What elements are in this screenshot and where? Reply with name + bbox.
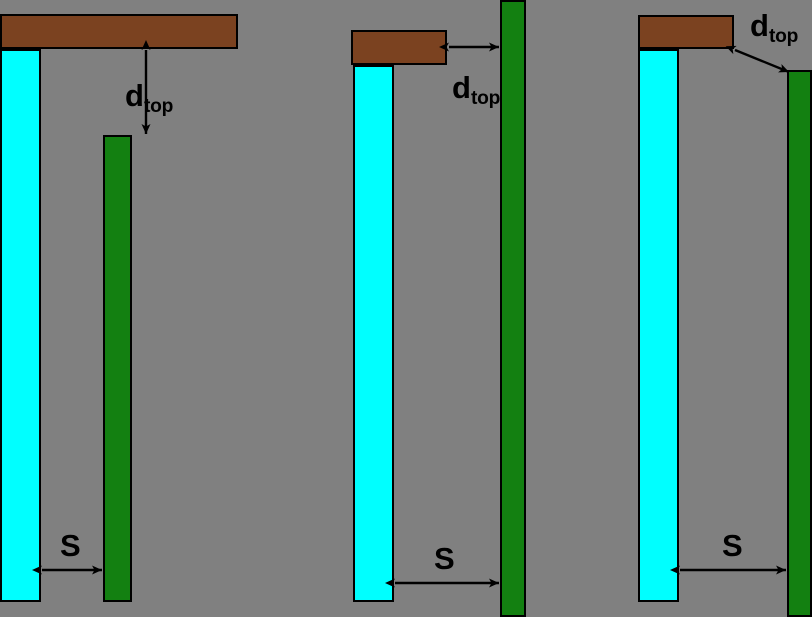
spacing-label-right: S [722, 530, 743, 561]
green-pillar-right [787, 70, 812, 617]
brown-overhang-left [0, 14, 238, 49]
dtop-symbol: d [125, 78, 144, 113]
dtop-label-middle: dtop [452, 70, 500, 108]
dtop-label-left: dtop [125, 78, 173, 116]
green-pillar-middle [500, 0, 526, 617]
brown-overhang-right [638, 15, 734, 49]
dtop-symbol: d [750, 8, 769, 43]
green-pillar-left [103, 135, 132, 602]
dtop-subscript: top [143, 95, 174, 117]
dtop-symbol: d [452, 70, 471, 105]
cyan-bar-left [0, 49, 41, 602]
spacing-symbol: S [60, 528, 81, 563]
dtop-subscript: top [470, 87, 501, 109]
spacing-symbol: S [722, 528, 743, 563]
spacing-symbol: S [434, 541, 455, 576]
cyan-bar-right [638, 49, 679, 602]
brown-overhang-middle [351, 30, 447, 65]
spacing-label-middle: S [434, 543, 455, 574]
dtop-subscript: top [768, 25, 799, 47]
cyan-bar-middle [353, 65, 394, 602]
dtop-label-right: dtop [750, 8, 798, 46]
spacing-label-left: S [60, 530, 81, 561]
dtop-arrow-panel-right [725, 45, 790, 74]
